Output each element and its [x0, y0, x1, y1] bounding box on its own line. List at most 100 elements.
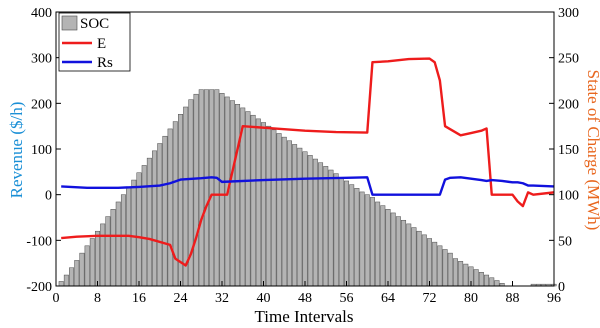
soc-bar — [395, 216, 401, 287]
soc-bar — [349, 184, 355, 287]
series-line-e — [61, 57, 555, 267]
soc-bar — [437, 245, 443, 287]
right-tick-label: 250 — [558, 52, 579, 67]
soc-bar — [276, 133, 282, 287]
x-tick-label: 56 — [340, 291, 354, 306]
x-tick-label: 40 — [257, 291, 271, 306]
soc-bar — [84, 245, 90, 287]
left-y-axis-label: Revenue ($/h) — [7, 102, 26, 199]
soc-bar — [452, 258, 458, 287]
x-tick-label: 64 — [381, 291, 395, 306]
soc-bar — [292, 144, 298, 287]
soc-bar — [58, 281, 64, 287]
soc-bar — [385, 209, 391, 287]
legend-soc-swatch — [61, 15, 78, 31]
soc-bar — [286, 140, 292, 287]
soc-bar — [375, 201, 381, 287]
soc-bar — [494, 280, 500, 287]
soc-bar — [152, 150, 158, 287]
x-tick-label: 8 — [94, 291, 101, 306]
soc-bar — [442, 249, 448, 287]
soc-bar — [390, 212, 396, 287]
x-tick-label: 16 — [132, 291, 146, 306]
right-y-axis-label: State of Charge (MWh) — [584, 70, 600, 231]
x-axis: 0 8 16 24 32 40 48 56 64 72 80 88 96 — [53, 281, 561, 306]
soc-bar — [447, 252, 453, 287]
soc-bar — [266, 125, 272, 287]
soc-bar — [427, 238, 432, 287]
series-lines — [61, 57, 555, 267]
soc-bar — [338, 177, 344, 287]
x-tick-label: 32 — [215, 291, 229, 306]
right-tick-label: 0 — [558, 280, 565, 295]
x-tick-label: 48 — [298, 291, 312, 306]
soc-bar — [79, 252, 85, 287]
soc-bar — [463, 263, 469, 287]
x-tick-label: 96 — [547, 291, 561, 306]
soc-bar — [157, 143, 163, 287]
x-tick-label: 72 — [423, 291, 437, 306]
soc-bar — [489, 277, 495, 287]
soc-bar — [250, 114, 256, 287]
left-tick-label: 0 — [45, 189, 52, 204]
soc-bar — [136, 172, 142, 287]
soc-bar — [214, 89, 220, 287]
soc-bar — [318, 162, 324, 287]
x-tick-label: 24 — [174, 291, 188, 306]
x-axis-label: Time Intervals — [254, 307, 353, 326]
soc-bar — [69, 267, 75, 287]
right-tick-label: 50 — [558, 234, 572, 249]
soc-bar — [209, 89, 215, 287]
legend: SOC E Rs — [58, 12, 131, 72]
legend-e-label: E — [97, 36, 106, 52]
right-tick-label: 100 — [558, 189, 579, 204]
left-tick-label: -200 — [26, 280, 52, 295]
soc-bar — [281, 136, 287, 287]
soc-bar — [333, 173, 339, 287]
soc-bar — [364, 194, 370, 287]
soc-bar — [406, 223, 412, 287]
soc-bar — [354, 188, 360, 287]
soc-bar — [203, 89, 209, 287]
soc-bar — [131, 179, 137, 287]
soc-bar — [229, 100, 235, 287]
soc-bar — [411, 227, 417, 287]
soc-bar — [473, 269, 479, 287]
legend-rs-label: Rs — [97, 55, 113, 71]
soc-bar — [146, 157, 152, 287]
soc-bar — [416, 230, 422, 287]
soc-bar — [255, 118, 261, 287]
soc-bar — [95, 230, 100, 287]
soc-bar — [323, 166, 329, 287]
soc-bar — [261, 122, 266, 287]
soc-bar — [89, 238, 95, 287]
left-tick-label: -100 — [26, 234, 52, 249]
soc-bar — [100, 223, 106, 287]
left-y-axis: -200 -100 0 100 200 300 400 — [26, 6, 61, 295]
soc-bar — [120, 194, 126, 287]
soc-bar — [235, 104, 241, 287]
soc-bar — [172, 121, 178, 287]
soc-bar — [297, 147, 303, 287]
series-line-rs — [61, 176, 555, 196]
soc-bar — [110, 209, 116, 287]
right-tick-label: 200 — [558, 97, 579, 112]
soc-bar — [193, 93, 199, 287]
soc-bar — [63, 274, 69, 287]
x-tick-label: 80 — [464, 291, 478, 306]
soc-bar — [421, 234, 427, 287]
soc-bar — [105, 216, 111, 287]
soc-bar — [344, 180, 349, 287]
soc-bar — [245, 111, 251, 287]
soc-bar — [484, 274, 490, 287]
legend-soc-label: SOC — [80, 16, 109, 32]
left-tick-label: 300 — [31, 52, 52, 67]
soc-bar — [432, 241, 438, 287]
left-tick-label: 200 — [31, 97, 52, 112]
soc-bar — [198, 89, 204, 287]
soc-bar — [74, 260, 80, 287]
soc-bar — [478, 272, 484, 287]
left-tick-label: 400 — [31, 6, 52, 21]
soc-bar — [162, 135, 168, 287]
